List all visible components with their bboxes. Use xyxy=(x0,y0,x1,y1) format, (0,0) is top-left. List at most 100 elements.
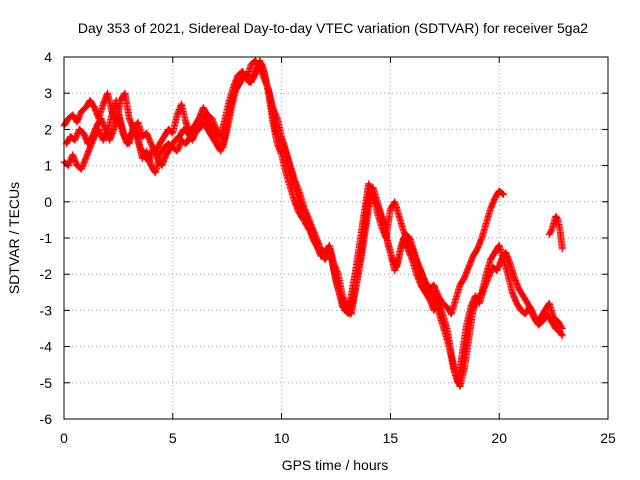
data-point xyxy=(447,297,459,318)
data-point xyxy=(336,292,348,313)
data-point xyxy=(391,198,403,219)
data-point xyxy=(358,221,370,256)
y-tick-label: 0 xyxy=(44,194,52,210)
data-point xyxy=(552,212,561,223)
data-point xyxy=(532,315,543,325)
data-point xyxy=(482,257,494,278)
data-point xyxy=(284,158,296,179)
data-point xyxy=(478,221,490,242)
data-point xyxy=(482,206,494,228)
data-point xyxy=(232,80,244,94)
data-point xyxy=(332,277,344,298)
data-point xyxy=(167,137,178,151)
data-point xyxy=(77,105,89,115)
data-point xyxy=(423,285,435,295)
data-point xyxy=(432,299,444,320)
y-tick-label: 2 xyxy=(44,121,52,137)
data-point xyxy=(273,115,285,139)
y-tick-label: 1 xyxy=(44,158,52,174)
data-point xyxy=(384,241,396,262)
data-point xyxy=(519,292,531,306)
y-tick-label: -2 xyxy=(40,266,53,282)
data-point xyxy=(543,310,555,324)
data-point xyxy=(171,134,182,144)
data-point xyxy=(537,308,548,322)
data-point xyxy=(193,123,204,133)
y-tick-label: -3 xyxy=(40,302,53,318)
data-point xyxy=(225,83,237,104)
data-point xyxy=(408,256,420,277)
data-point xyxy=(465,308,477,343)
data-point xyxy=(362,188,375,228)
data-point xyxy=(558,245,566,253)
axis-ticks xyxy=(63,56,609,420)
data-point xyxy=(204,125,215,139)
data-point xyxy=(456,366,468,390)
data-point xyxy=(295,187,307,208)
data-point xyxy=(434,292,446,306)
data-point xyxy=(114,111,126,136)
data-point xyxy=(223,105,235,133)
data-point xyxy=(436,314,448,335)
x-tick-label: 5 xyxy=(169,430,177,446)
data-point xyxy=(86,96,98,110)
data-point xyxy=(132,125,144,150)
data-point xyxy=(495,187,506,198)
data-point xyxy=(445,343,457,371)
data-point xyxy=(282,169,294,190)
data-point xyxy=(288,172,300,197)
data-point xyxy=(280,140,292,164)
data-point xyxy=(454,351,466,387)
y-tick-label: -4 xyxy=(40,339,53,355)
data-point xyxy=(380,220,392,248)
data-point xyxy=(439,310,451,331)
x-tick-label: 25 xyxy=(600,430,616,446)
data-point xyxy=(275,136,287,147)
data-point xyxy=(500,191,508,199)
data-point xyxy=(104,89,116,114)
y-tick-label: 3 xyxy=(44,85,52,101)
data-point xyxy=(469,246,481,260)
data-point xyxy=(552,325,563,335)
data-point xyxy=(545,299,557,320)
y-tick-label: 4 xyxy=(44,49,52,65)
x-tick-label: 10 xyxy=(274,430,290,446)
chart-title: Day 353 of 2021, Sidereal Day-to-day VTE… xyxy=(78,20,588,36)
x-axis-label: GPS time / hours xyxy=(282,457,389,473)
data-point xyxy=(439,299,450,310)
data-point xyxy=(221,98,233,123)
data-point xyxy=(452,283,464,304)
data-point xyxy=(523,299,535,313)
data-point xyxy=(458,322,470,358)
data-point xyxy=(515,285,526,299)
data-point xyxy=(258,60,270,85)
data-point xyxy=(302,220,313,234)
data-point xyxy=(219,127,231,151)
data-point xyxy=(310,238,322,252)
data-point xyxy=(506,259,518,280)
data-point xyxy=(245,76,256,86)
data-point xyxy=(476,286,488,307)
data-point xyxy=(169,112,181,137)
data-point xyxy=(534,318,546,329)
x-tick-label: 20 xyxy=(491,430,507,446)
data-point xyxy=(345,297,357,318)
data-point xyxy=(267,96,279,132)
data-point xyxy=(463,304,475,329)
data-point xyxy=(554,317,566,331)
data-points xyxy=(60,57,566,390)
data-point xyxy=(547,317,559,331)
data-point xyxy=(406,234,418,255)
x-tick-label: 15 xyxy=(383,430,399,446)
data-point xyxy=(136,144,148,158)
data-point xyxy=(395,212,407,233)
data-point xyxy=(210,125,222,146)
data-point xyxy=(513,299,524,313)
data-point xyxy=(376,205,387,226)
data-point xyxy=(421,288,433,302)
y-tick-label: -5 xyxy=(40,375,53,391)
data-point xyxy=(206,122,217,132)
data-point xyxy=(191,116,202,130)
